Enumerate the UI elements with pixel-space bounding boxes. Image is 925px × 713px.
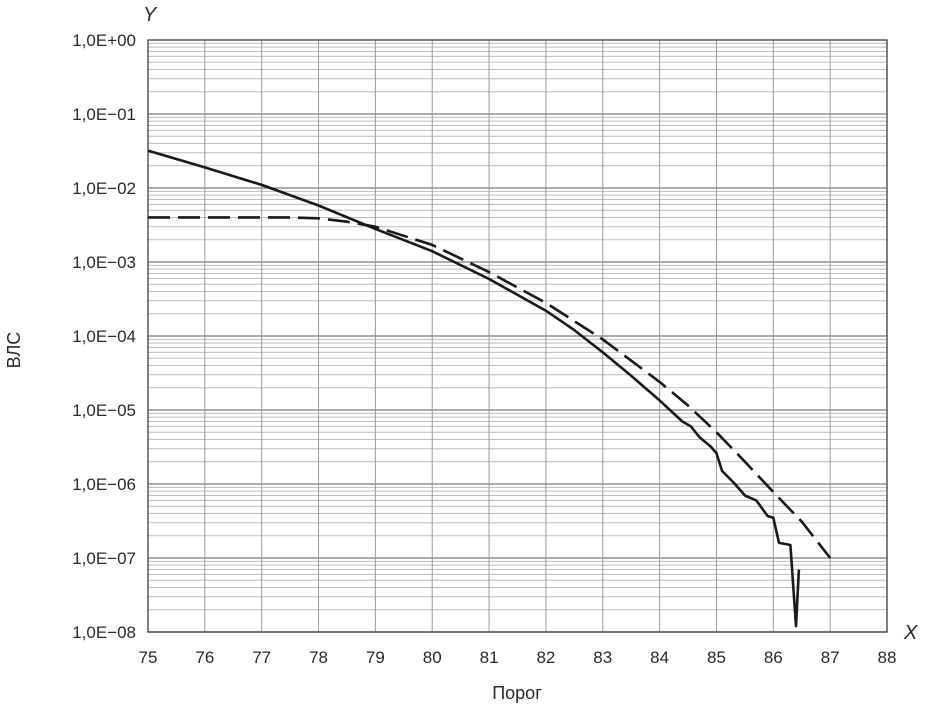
x-tick-label: 83: [593, 648, 612, 667]
series-layer: [147, 149, 832, 628]
y-axis-label: ВЛС: [4, 332, 24, 369]
y-tick-label: 1,0E−08: [72, 623, 136, 642]
y-tick-label: 1,0E−05: [72, 401, 136, 420]
y-tick-label: 1,0E−04: [72, 327, 136, 346]
x-tick-label: 77: [252, 648, 271, 667]
y-tick-label: 1,0E−06: [72, 475, 136, 494]
x-tick-label: 85: [707, 648, 726, 667]
x-tick-label: 78: [309, 648, 328, 667]
series-line-dashed: [148, 216, 832, 559]
x-tick-label: 75: [139, 648, 158, 667]
y-axis-letter: Y: [143, 4, 158, 26]
x-tick-label: 76: [195, 648, 214, 667]
x-tick-label: 79: [366, 648, 385, 667]
x-tick-label: 80: [423, 648, 442, 667]
plot-frame: [147, 39, 888, 633]
x-axis-label: Порог: [492, 683, 542, 703]
y-tick-label: 1,0E+00: [72, 31, 136, 50]
y-tick-labels: 1,0E+00 1,0E−01 1,0E−02 1,0E−03 1,0E−04 1,0E−…: [72, 31, 136, 642]
y-tick-label: 1,0E−03: [72, 253, 136, 272]
x-tick-label: 82: [536, 648, 555, 667]
y-tick-label: 1,0E−07: [72, 549, 136, 568]
x-tick-label: 81: [480, 648, 499, 667]
x-tick-label: 88: [878, 648, 897, 667]
x-tick-label: 84: [650, 648, 669, 667]
y-tick-label: 1,0E−01: [72, 105, 136, 124]
x-tick-label: 87: [821, 648, 840, 667]
x-axis-letter: X: [903, 622, 918, 644]
x-tick-label: 86: [764, 648, 783, 667]
series-line-solid: [147, 149, 801, 628]
x-tick-labels: 75 76 77 78 79 80 81 82 83 84 85 86 87 88: [139, 648, 897, 667]
y-tick-label: 1,0E−02: [72, 179, 136, 198]
plot-border: [147, 39, 888, 633]
